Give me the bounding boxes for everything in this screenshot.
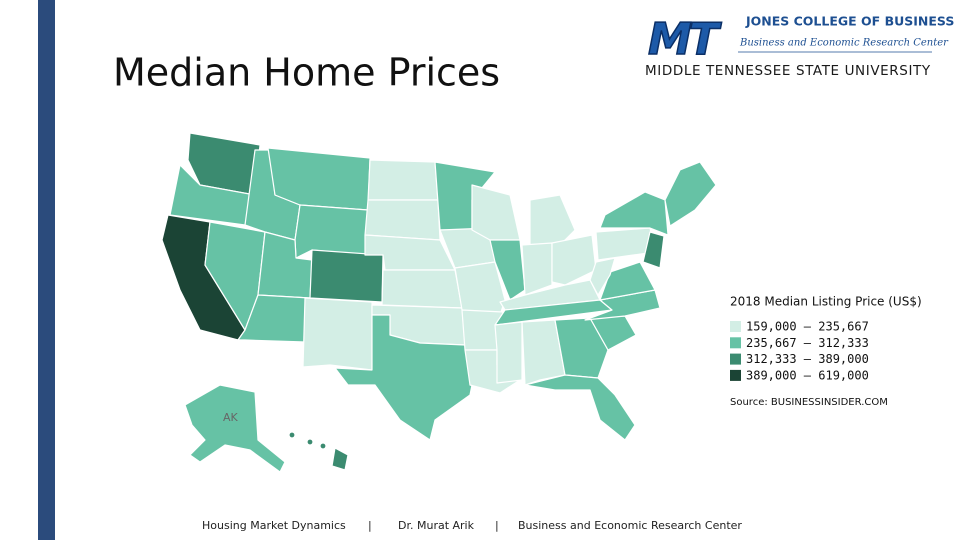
legend-title: 2018 Median Listing Price (US$): [730, 295, 922, 309]
state: [319, 442, 327, 450]
legend-label: 312,333 – 389,000: [746, 352, 869, 366]
state: [599, 191, 669, 236]
legend-label: 159,000 – 235,667: [746, 320, 869, 334]
us-map: AK: [161, 132, 717, 473]
state: [454, 261, 506, 316]
state: [551, 234, 597, 286]
state: [489, 239, 526, 301]
legend-swatch: [730, 321, 741, 332]
footer-sep: |: [368, 519, 372, 532]
state: [364, 199, 441, 241]
state: [288, 431, 296, 439]
state: [367, 159, 439, 201]
state: [664, 161, 717, 227]
footer: Housing Market Dynamics | Dr. Murat Arik…: [202, 519, 742, 532]
state: [184, 384, 286, 473]
state: [294, 204, 369, 259]
state: [521, 242, 553, 296]
legend-label: 389,000 – 619,000: [746, 368, 869, 382]
logo: MT JONES COLLEGE OF BUSINESS Business an…: [645, 13, 954, 79]
legend: 2018 Median Listing Price (US$) 159,000 …: [730, 295, 922, 382]
state: [302, 297, 373, 371]
footer-right: Business and Economic Research Center: [518, 519, 742, 532]
state: [381, 269, 463, 309]
source: Source: BUSINESSINSIDER.COM: [730, 397, 888, 408]
state: [529, 194, 576, 246]
slide-title: Median Home Prices: [113, 51, 500, 95]
footer-left: Housing Market Dynamics: [202, 519, 346, 532]
footer-sep: |: [495, 519, 499, 532]
state: [521, 319, 566, 386]
logo-university: MIDDLE TENNESSEE STATE UNIVERSITY: [645, 63, 931, 79]
legend-swatch: [730, 353, 741, 365]
state: [331, 447, 349, 471]
logo-center: Business and Economic Research Center: [739, 38, 949, 49]
state: [642, 231, 665, 269]
legend-swatch: [730, 337, 741, 349]
state: [309, 249, 384, 303]
state: [494, 321, 523, 384]
state: [306, 438, 314, 446]
state: [554, 317, 609, 379]
legend-swatch: [730, 369, 741, 381]
logo-mark: MT: [648, 14, 722, 65]
state: [524, 374, 636, 441]
footer-middle: Dr. Murat Arik: [398, 519, 475, 532]
state: [589, 257, 616, 296]
state: [334, 314, 476, 441]
legend-label: 235,667 – 312,333: [746, 336, 869, 350]
alaska-label: AK: [223, 411, 239, 424]
logo-college: JONES COLLEGE OF BUSINESS: [745, 14, 954, 29]
side-bar: [38, 0, 55, 540]
